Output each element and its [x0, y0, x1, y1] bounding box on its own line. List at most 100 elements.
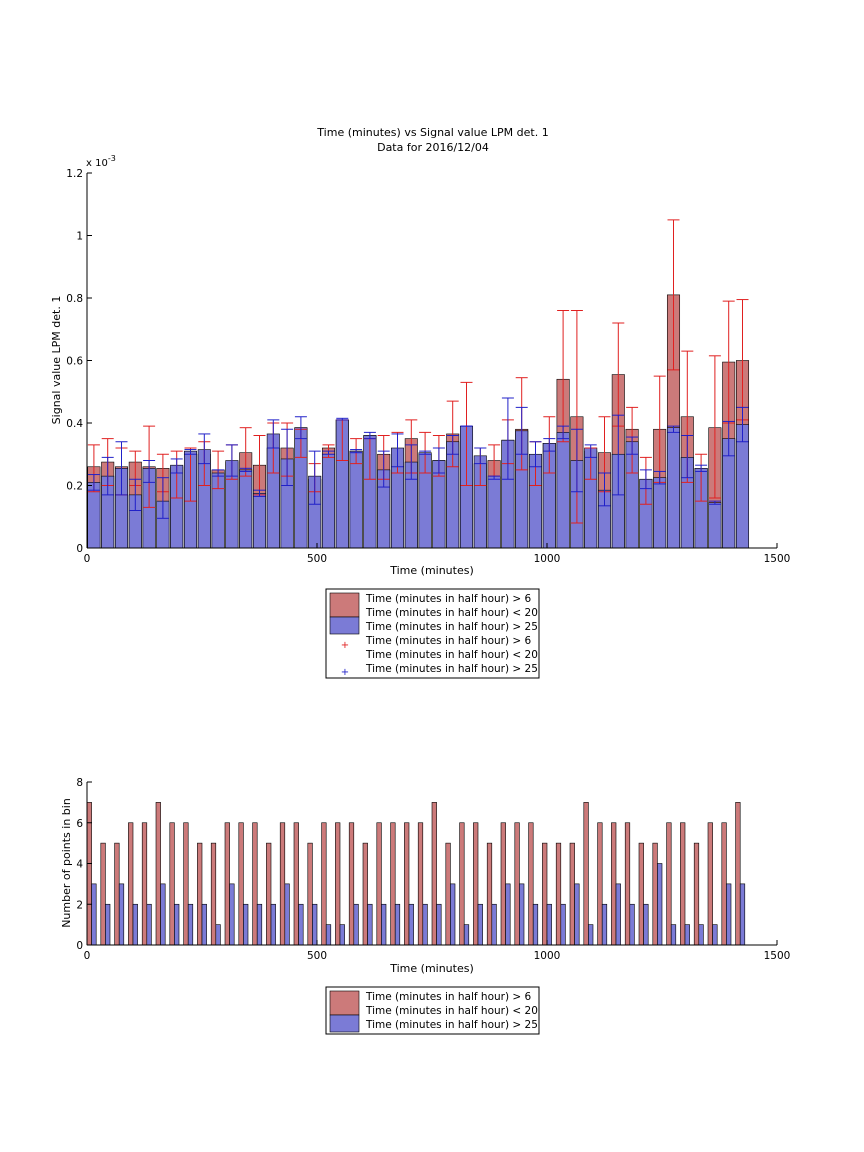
bottom-bar	[486, 842, 493, 946]
bottom-bar	[638, 842, 644, 946]
top-legend-swatch-1	[329, 592, 360, 618]
top-y-tick-label: 0.8	[66, 293, 83, 305]
bottom-bar	[100, 842, 106, 946]
top-bar	[239, 469, 253, 549]
bottom-bar	[86, 802, 92, 946]
bottom-bar	[141, 822, 148, 946]
top-bar	[735, 424, 750, 549]
bottom-y-tick-label: 6	[76, 818, 83, 830]
bottom-bar	[293, 822, 299, 946]
bottom-bar	[321, 822, 327, 946]
bottom-bar	[680, 822, 686, 946]
bottom-bar	[132, 903, 138, 946]
top-y-tick-label: 0	[76, 543, 83, 555]
bottom-bar	[643, 903, 649, 946]
bottom-bar	[325, 924, 332, 946]
top-x-tick-label: 0	[84, 553, 91, 565]
top-bar	[349, 450, 363, 549]
top-legend-label-4: Time (minutes in half hour) > 25	[365, 663, 538, 675]
bottom-bar	[312, 903, 318, 946]
bottom-bar	[128, 822, 134, 946]
bottom-bar	[583, 802, 589, 946]
top-axes: 0 500 1000 1500 0 0.2 0.4 0.6 0.8 1 1.2	[66, 168, 790, 565]
top-y-tick-label: 0.4	[66, 418, 83, 430]
bottom-bar	[348, 822, 355, 946]
top-legend-box	[325, 588, 540, 679]
bottom-bar	[445, 842, 451, 946]
top-x-tick-label: 1000	[534, 553, 561, 565]
bottom-bar	[146, 903, 152, 946]
bottom-bar	[238, 822, 244, 946]
bottom-legend-box	[325, 986, 540, 1035]
bottom-bar	[684, 924, 690, 946]
top-legend-label-3: Time (minutes in half hour) > 6 Time (min…	[365, 635, 538, 661]
bottom-bar	[528, 822, 534, 946]
bottom-bar	[183, 822, 189, 946]
bottom-bar	[601, 903, 608, 946]
bottom-bar	[597, 822, 603, 946]
bottom-bar	[707, 822, 713, 946]
bottom-bar	[298, 903, 304, 946]
bottom-bar	[408, 903, 414, 946]
bottom-bar	[459, 822, 465, 946]
bottom-bar	[542, 842, 548, 946]
bottom-bar	[726, 883, 732, 946]
bottom-bar	[624, 822, 631, 946]
top-bar	[666, 427, 681, 549]
top-bar	[556, 432, 570, 549]
top-y-axis-label: Signal value LPM det. 1	[50, 296, 63, 425]
top-y-tick-label: 0.2	[66, 481, 83, 493]
bottom-x-axis-label: Time (minutes)	[389, 962, 474, 975]
bottom-x-tick-label: 1000	[534, 950, 561, 962]
bottom-legend-label-2: Time (minutes in half hour) > 25	[365, 1019, 538, 1031]
bottom-bar	[224, 822, 230, 946]
bottom-legend-swatch-2	[329, 1014, 360, 1033]
bottom-y-tick-label: 8	[76, 777, 83, 789]
top-legend-label-1: Time (minutes in half hour) > 6 Time (min…	[365, 593, 538, 619]
bottom-bar	[105, 903, 111, 946]
bottom-bar	[284, 883, 290, 946]
bottom-bar	[381, 903, 387, 946]
bottom-bar	[160, 883, 166, 946]
bottom-bar	[367, 903, 373, 946]
bottom-legend-swatch-1	[329, 990, 360, 1016]
top-bar	[252, 493, 267, 549]
top-legend-marker-2: +	[341, 667, 349, 678]
bottom-axes: 0 500 1000 1500 0 2 4 6 8	[76, 777, 790, 962]
bottom-bar	[615, 883, 621, 946]
bottom-bar	[739, 883, 746, 946]
bottom-y-tick-label: 0	[76, 940, 83, 952]
bottom-bar	[514, 822, 520, 946]
bottom-bar	[693, 842, 700, 946]
top-bar	[321, 453, 336, 549]
bottom-bar	[670, 924, 677, 946]
bottom-bar	[574, 883, 580, 946]
bottom-bar	[229, 883, 235, 946]
bottom-bar	[436, 903, 442, 946]
chart-title: Time (minutes) vs Signal value LPM det. …	[316, 126, 548, 139]
bottom-bar	[155, 802, 161, 946]
bottom-bar	[657, 863, 663, 946]
bottom-bar	[404, 822, 410, 946]
bottom-bar	[335, 822, 341, 946]
top-bars-series-2	[87, 419, 750, 549]
bottom-bar	[532, 903, 539, 946]
top-x-tick-label: 1500	[764, 553, 791, 565]
bottom-y-axis-label: Number of points in bin	[60, 798, 73, 928]
top-x-tick-label: 500	[307, 553, 327, 565]
bottom-bar	[735, 802, 741, 946]
bottom-bar	[431, 802, 437, 946]
bottom-bar	[114, 842, 120, 946]
bottom-bar	[279, 822, 286, 946]
top-bar	[653, 477, 667, 549]
bottom-bar	[422, 903, 428, 946]
top-x-axis-label: Time (minutes)	[389, 564, 474, 577]
bottom-bar	[712, 924, 718, 946]
bottom-bar	[339, 924, 345, 946]
bottom-bar	[91, 883, 97, 946]
top-errorbars-series-2	[87, 397, 749, 519]
top-y-tick-label: 1	[76, 231, 83, 243]
bottom-bar	[546, 903, 552, 946]
bottom-bar	[450, 883, 456, 946]
